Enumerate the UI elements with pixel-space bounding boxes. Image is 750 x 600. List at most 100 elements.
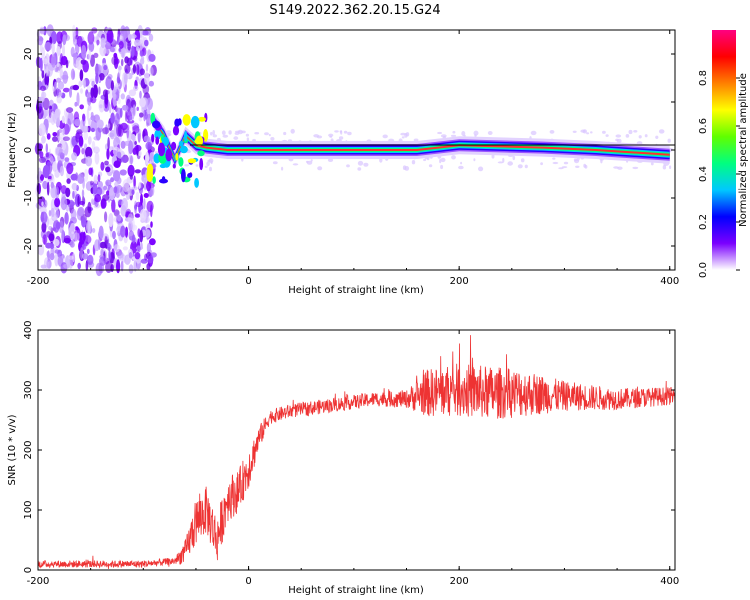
spectrogram-onset-blob xyxy=(152,176,156,184)
spectrogram-noise-blob xyxy=(139,58,145,65)
spectrogram-onset-blob xyxy=(172,125,180,136)
spectrogram-noise-blob xyxy=(134,169,141,174)
spectrogram-speckle xyxy=(317,166,323,171)
spectrogram-onset-blob xyxy=(174,118,180,128)
spectrogram-noise-blob xyxy=(117,86,121,94)
spectrogram-noise-blob xyxy=(116,123,122,137)
spectrogram-speckle xyxy=(382,134,388,139)
spectrogram-speckle xyxy=(644,134,648,138)
spectrogram-noise-blob xyxy=(87,136,92,145)
spectrogram-noise-blob xyxy=(108,213,114,227)
spectrogram-noise-blob xyxy=(93,84,98,99)
spectrogram-noise-blob xyxy=(75,131,83,140)
spectrogram-speckle xyxy=(338,136,344,140)
spectrogram-y-tick-label: -20 xyxy=(23,238,34,254)
spectrogram-noise-blob xyxy=(136,106,139,111)
spectrogram-noise-blob xyxy=(145,229,151,239)
spectrogram-noise-blob xyxy=(88,49,92,62)
spectrogram-onset-blob xyxy=(178,157,184,167)
snr-series-line xyxy=(37,335,676,570)
spectrogram-noise-blob xyxy=(48,210,52,217)
spectrogram-noise-blob xyxy=(41,201,44,207)
spectrogram-noise-blob xyxy=(103,185,108,191)
spectrogram-noise-blob xyxy=(46,179,53,184)
spectrogram-noise-blob xyxy=(56,46,61,56)
spectrogram-noise-blob xyxy=(93,136,100,141)
spectrogram-noise-blob xyxy=(129,174,133,180)
spectrogram-noise-blob xyxy=(60,55,68,66)
spectrogram-speckle xyxy=(460,161,463,165)
colorbar-tick-label: 0.2 xyxy=(698,214,709,230)
spectrogram-noise-blob xyxy=(63,263,70,269)
spectrogram-noise-blob xyxy=(110,112,115,124)
spectrogram-onset-blob xyxy=(157,142,166,157)
spectrogram-noise-blob xyxy=(145,141,152,150)
spectrogram-noise-blob xyxy=(128,252,133,259)
spectrogram-noise-blob xyxy=(148,53,156,62)
spectrogram-onset-blob xyxy=(184,130,188,142)
spectrogram-noise-blob xyxy=(104,41,111,55)
spectrogram-noise-blob xyxy=(135,76,139,81)
spectrogram-noise-blob xyxy=(135,191,140,201)
spectrogram-noise-blob xyxy=(70,240,74,248)
spectrogram-noise-blob xyxy=(95,262,103,277)
spectrogram-noise-blob xyxy=(54,169,60,178)
spectrogram-speckle xyxy=(228,130,232,135)
spectrogram-speckle xyxy=(208,158,214,164)
spectrogram-noise-blob xyxy=(130,134,136,141)
spectrogram-noise-blob xyxy=(147,255,154,264)
spectrogram-speckle xyxy=(625,134,630,138)
spectrogram-speckle xyxy=(413,138,419,142)
spectrogram-noise-blob xyxy=(100,198,105,209)
spectrogram-speckle xyxy=(212,130,215,135)
spectrogram-speckle xyxy=(272,161,278,165)
chart-title: S149.2022.362.20.15.G24 xyxy=(269,3,440,18)
spectrogram-noise-blob xyxy=(51,42,55,54)
colorbar-ticks: 0.0 0.2 0.4 0.6 0.8 xyxy=(698,70,740,278)
spectrogram-noise-blob xyxy=(144,72,150,86)
spectrogram-noise-blob xyxy=(66,162,74,175)
spectrogram-speckle xyxy=(264,132,269,136)
spectrogram-noise-blob xyxy=(136,244,141,253)
spectrogram-noise-blob xyxy=(58,148,64,156)
spectrogram-noise-blob xyxy=(113,160,121,168)
spectrogram-noise-blob xyxy=(122,246,128,251)
spectrogram-noise-blob xyxy=(105,190,110,196)
spectrogram-noise-blob xyxy=(149,66,154,76)
spectrogram-speckle xyxy=(234,132,240,135)
spectrogram-speckle xyxy=(552,161,559,165)
spectrogram-noise-blob xyxy=(60,185,67,194)
spectrogram-noise-blob xyxy=(104,160,109,166)
spectrogram-noise-blob xyxy=(81,189,85,198)
spectrogram-noise-blob xyxy=(139,68,145,76)
spectrogram-speckle xyxy=(530,130,537,136)
spectrogram-speckle xyxy=(600,158,603,164)
spectrogram-speckle xyxy=(328,133,334,137)
spectrogram-speckle xyxy=(650,162,654,166)
spectrogram-noise-blob xyxy=(132,104,136,116)
spectrogram-noise-blob xyxy=(121,197,128,212)
snr-y-ticks: 0 100 200 300 400 xyxy=(23,320,675,573)
spectrogram-noise-blob xyxy=(72,190,75,199)
spectrogram-noise-blob xyxy=(70,85,77,90)
spectrogram-speckle xyxy=(613,166,619,169)
spectrogram-speckle xyxy=(401,136,405,139)
spectrogram-noise-blob xyxy=(70,173,78,181)
spectrogram-noise-blob xyxy=(105,166,111,173)
spectrogram-noise-blob xyxy=(87,31,95,45)
spectrogram-noise-blob xyxy=(90,198,95,205)
spectrogram-noise-blob xyxy=(58,91,63,97)
spectrogram-onset-blob xyxy=(146,168,154,182)
spectrogram-noise-blob xyxy=(144,111,148,120)
spectrogram-noise-blob xyxy=(142,84,150,95)
snr-y-tick-label: 0 xyxy=(23,567,34,573)
spectrogram-noise-blob xyxy=(128,89,137,97)
spectrogram-noise-blob xyxy=(120,58,124,67)
spectrogram-speckle xyxy=(206,161,210,167)
spectrogram-noise-blob xyxy=(84,206,92,218)
spectrogram-noise-blob xyxy=(136,46,140,52)
spectrogram-noise-blob xyxy=(117,98,121,105)
spectrogram-noise-blob xyxy=(129,34,137,39)
spectrogram-noise-blob xyxy=(62,44,65,57)
spectrogram-noise-blob xyxy=(105,179,112,187)
